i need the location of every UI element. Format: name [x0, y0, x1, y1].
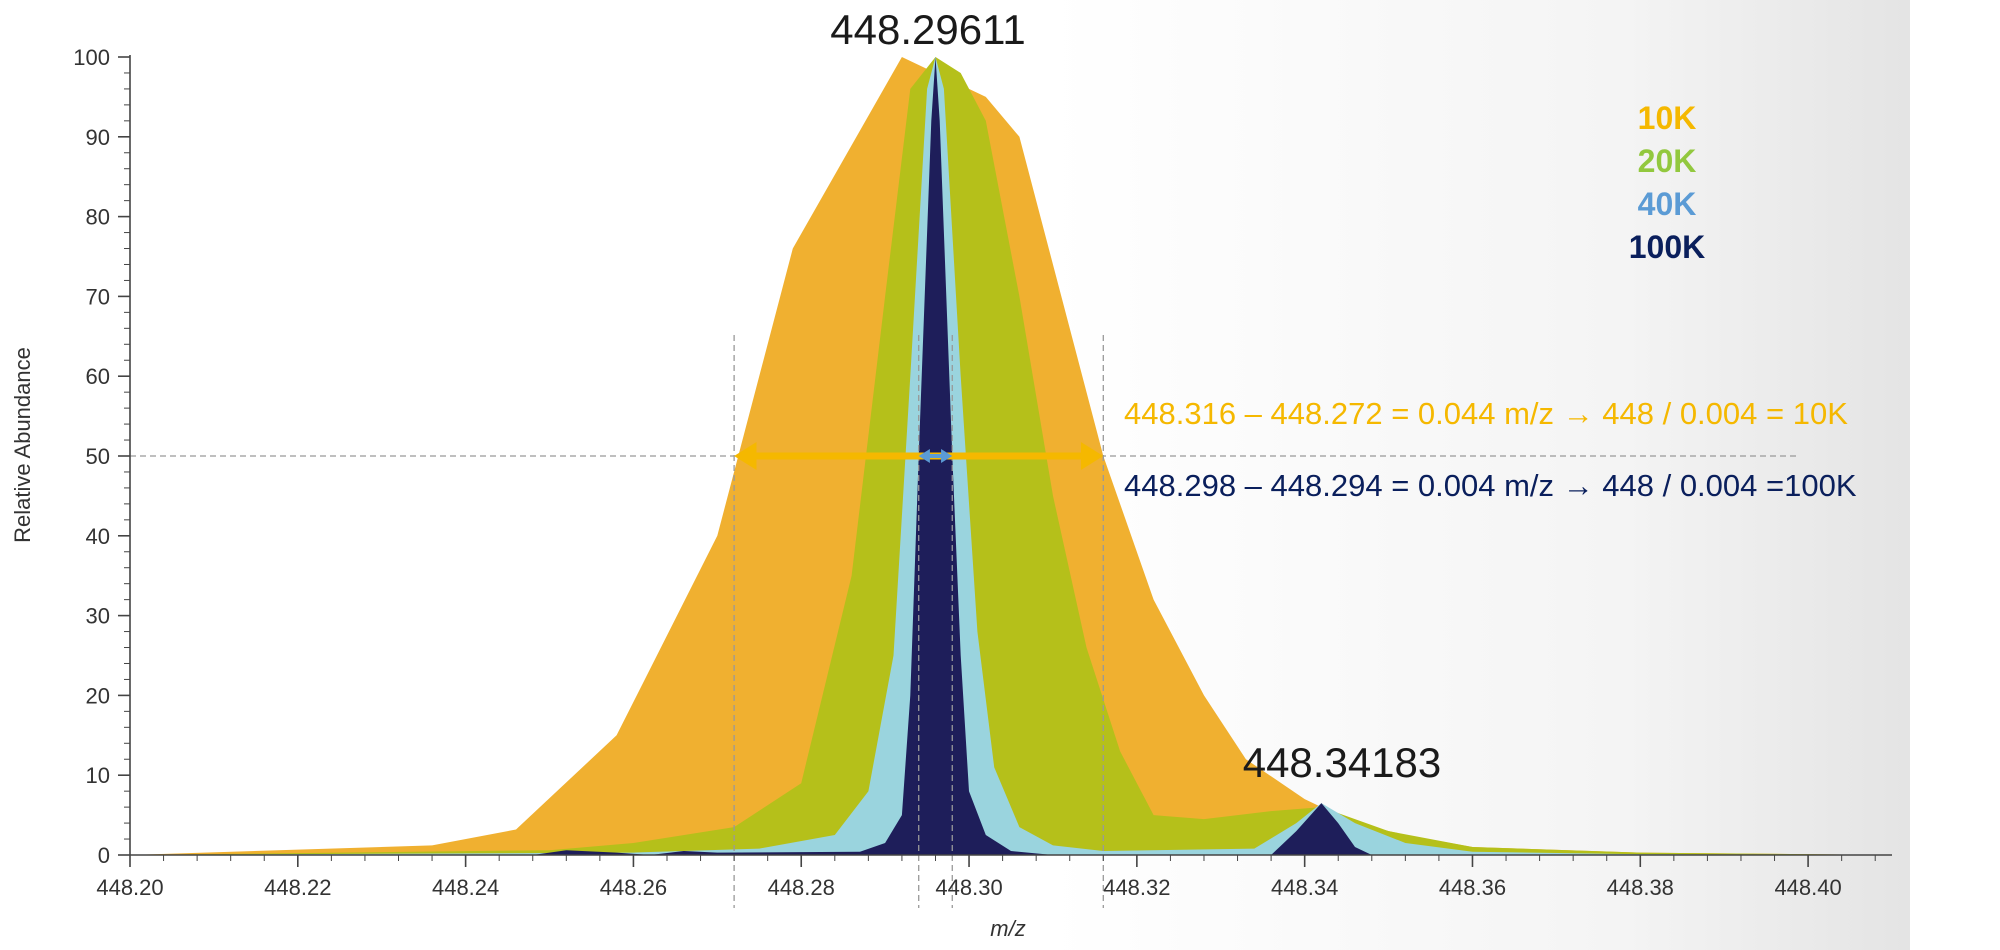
fwhm-arrow-100k-head-right [941, 449, 953, 463]
y-tick-label-40: 40 [86, 524, 110, 549]
legend-item-10k: 10K [1638, 100, 1697, 136]
y-tick-label-50: 50 [86, 444, 110, 469]
y-tick-label-60: 60 [86, 364, 110, 389]
peak-label-main: 448.29611 [830, 6, 1025, 53]
x-tick-label-448.34: 448.34 [1271, 875, 1338, 900]
legend-item-20k: 20K [1638, 143, 1697, 179]
fwhm-arrow-10k-head-right [1080, 442, 1104, 470]
x-tick-label-448.28: 448.28 [768, 875, 835, 900]
x-tick-label-448.22: 448.22 [264, 875, 331, 900]
fwhm-arrow-10k-head-left [734, 442, 757, 470]
y-tick-label-30: 30 [86, 604, 110, 629]
x-tick-label-448.24: 448.24 [432, 875, 499, 900]
y-tick-label-90: 90 [86, 125, 110, 150]
chart-labels: Relative Abundance m/z 448.29611 448.341… [10, 6, 1857, 941]
y-axis-title: Relative Abundance [10, 347, 35, 543]
x-tick-label-448.38: 448.38 [1607, 875, 1674, 900]
y-tick-label-70: 70 [86, 284, 110, 309]
fwhm-arrow-100k-head-left [918, 449, 930, 463]
x-tick-label-448.26: 448.26 [600, 875, 667, 900]
x-tick-label-448.20: 448.20 [96, 875, 163, 900]
legend-item-100k: 100K [1629, 229, 1706, 265]
x-tick-label-448.36: 448.36 [1439, 875, 1506, 900]
y-tick-label-100: 100 [73, 45, 110, 70]
axes: 0 10 20 30 40 50 60 70 80 90 100 448.20 448.22 448.24… [73, 45, 1892, 900]
y-tick-label-20: 20 [86, 683, 110, 708]
legend-item-40k: 40K [1638, 186, 1697, 222]
x-tick-label-448.40: 448.40 [1774, 875, 1841, 900]
fwhm-annotation-100k: 448.298 – 448.294 = 0.004 m/z → 448 / 0.… [1124, 468, 1857, 503]
x-tick-label-448.30: 448.30 [935, 875, 1002, 900]
x-axis-title: m/z [990, 916, 1025, 941]
fwhm-annotation-10k: 448.316 – 448.272 = 0.044 m/z → 448 / 0.… [1124, 396, 1848, 431]
peak-label-secondary: 448.34183 [1243, 739, 1442, 786]
y-tick-label-0: 0 [98, 843, 110, 868]
y-tick-label-80: 80 [86, 205, 110, 230]
x-tick-label-448.32: 448.32 [1103, 875, 1170, 900]
y-tick-label-10: 10 [86, 763, 110, 788]
fwhm-arrows [734, 442, 1104, 470]
